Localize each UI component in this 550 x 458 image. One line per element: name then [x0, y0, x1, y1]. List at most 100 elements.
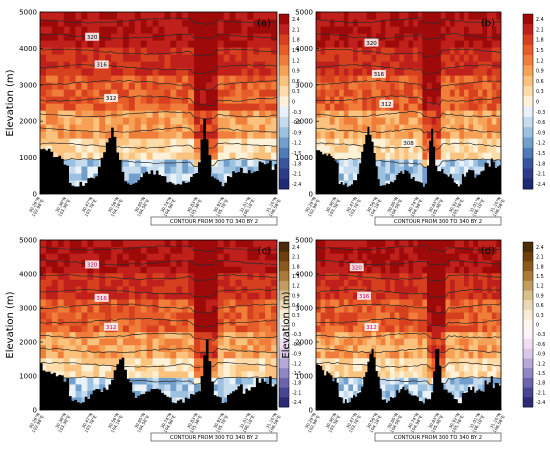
- heatmap-cell: [229, 240, 237, 248]
- contour-note-box: [374, 432, 502, 442]
- heatmap-cell: [140, 47, 148, 55]
- heatmap-cell: [194, 351, 201, 359]
- heatmap-cell: [45, 33, 53, 41]
- heatmap-cell: [140, 298, 148, 306]
- heatmap-cell: [339, 166, 345, 174]
- heatmap-cell: [320, 19, 326, 27]
- heatmap-cell: [69, 145, 77, 153]
- heatmap-cell: [431, 103, 437, 111]
- heatmap-cell: [385, 325, 391, 333]
- heatmap-cell: [487, 159, 493, 167]
- heatmap-cell: [468, 311, 474, 320]
- heatmap-cell: [329, 82, 336, 90]
- heatmap-cell: [122, 292, 130, 300]
- heatmap-cell: [259, 279, 266, 287]
- heatmap-cell: [87, 370, 94, 378]
- heatmap-cell: [265, 96, 272, 104]
- heatmap-cell: [417, 357, 423, 365]
- heatmap-cell: [75, 19, 83, 27]
- heatmap-cell: [223, 33, 231, 41]
- heatmap-cell: [413, 54, 419, 62]
- heatmap-cell: [385, 272, 391, 280]
- heatmap-cell: [376, 117, 382, 125]
- heatmap-cell: [128, 124, 136, 132]
- heatmap-cell: [81, 138, 88, 146]
- heatmap-cell: [164, 33, 171, 41]
- heatmap-cell: [105, 383, 112, 391]
- heatmap-cell: [223, 318, 231, 326]
- heatmap-cell: [380, 12, 386, 20]
- heatmap-cell: [57, 33, 65, 41]
- heatmap-cell: [199, 272, 207, 280]
- heatmap-cell: [235, 40, 243, 48]
- heatmap-cell: [211, 311, 219, 320]
- heatmap-cell: [93, 357, 100, 365]
- heatmap-cell: [385, 390, 391, 398]
- heatmap-cell: [473, 331, 479, 339]
- contour-line: [40, 127, 277, 134]
- heatmap-cell: [51, 61, 59, 69]
- heatmap-cell: [176, 19, 183, 27]
- heatmap-cell: [417, 173, 423, 181]
- heatmap-cell: [51, 96, 59, 104]
- heatmap-cell: [259, 298, 266, 306]
- heatmap-cell: [431, 89, 437, 97]
- heatmap-cell: [417, 75, 423, 83]
- heatmap-cell: [188, 390, 195, 398]
- heatmap-cell: [445, 331, 451, 339]
- heatmap-cell: [427, 305, 433, 313]
- heatmap-cell: [117, 272, 124, 280]
- heatmap-cell: [75, 311, 83, 320]
- heatmap-cell: [40, 103, 47, 111]
- heatmap-cell: [376, 138, 382, 146]
- colorbar-label: -2.1: [536, 172, 545, 178]
- heatmap-cell: [371, 138, 377, 146]
- heatmap-cell: [487, 47, 493, 55]
- heatmap-cell: [140, 318, 148, 326]
- heatmap-cell: [40, 305, 47, 313]
- heatmap-cell: [140, 96, 148, 104]
- colorbar-label: 2.1: [536, 255, 544, 261]
- heatmap-cell: [45, 40, 53, 48]
- heatmap-cell: [241, 89, 248, 97]
- heatmap-cell: [122, 12, 130, 20]
- heatmap-cell: [164, 253, 171, 261]
- heatmap-cell: [339, 68, 345, 76]
- heatmap-cell: [357, 298, 363, 306]
- heatmap-cell: [81, 364, 88, 372]
- heatmap-cell: [320, 240, 326, 248]
- heatmap-cell: [334, 357, 340, 365]
- heatmap-cell: [194, 325, 201, 333]
- heatmap-cell: [422, 103, 428, 111]
- heatmap-cell: [40, 318, 47, 326]
- heatmap-cell: [408, 357, 414, 365]
- heatmap-cell: [431, 344, 437, 352]
- heatmap-cell: [247, 292, 254, 300]
- heatmap-cell: [140, 259, 148, 267]
- heatmap-cell: [247, 351, 254, 359]
- heatmap-cell: [223, 240, 231, 248]
- heatmap-cell: [431, 75, 437, 83]
- heatmap-cell: [385, 68, 391, 76]
- heatmap-cell: [111, 305, 118, 313]
- heatmap-cell: [87, 110, 94, 118]
- heatmap-cell: [325, 96, 331, 104]
- colorbar-label: -0.6: [292, 342, 301, 348]
- heatmap-cell: [182, 331, 189, 339]
- heatmap-cell: [241, 138, 248, 146]
- heatmap-cell: [81, 54, 88, 62]
- heatmap-cell: [445, 253, 451, 261]
- heatmap-cell: [40, 54, 47, 62]
- heatmap-cell: [117, 279, 124, 287]
- heatmap-cell: [334, 96, 340, 104]
- heatmap-cell: [468, 12, 474, 20]
- heatmap-cell: [188, 344, 195, 352]
- heatmap-cell: [450, 40, 456, 48]
- heatmap-cell: [40, 19, 47, 27]
- heatmap-cell: [105, 131, 112, 139]
- heatmap-cell: [57, 138, 65, 146]
- heatmap-cell: [211, 253, 219, 261]
- heatmap-cell: [477, 292, 484, 300]
- heatmap-cell: [390, 138, 396, 146]
- heatmap-cell: [362, 68, 368, 76]
